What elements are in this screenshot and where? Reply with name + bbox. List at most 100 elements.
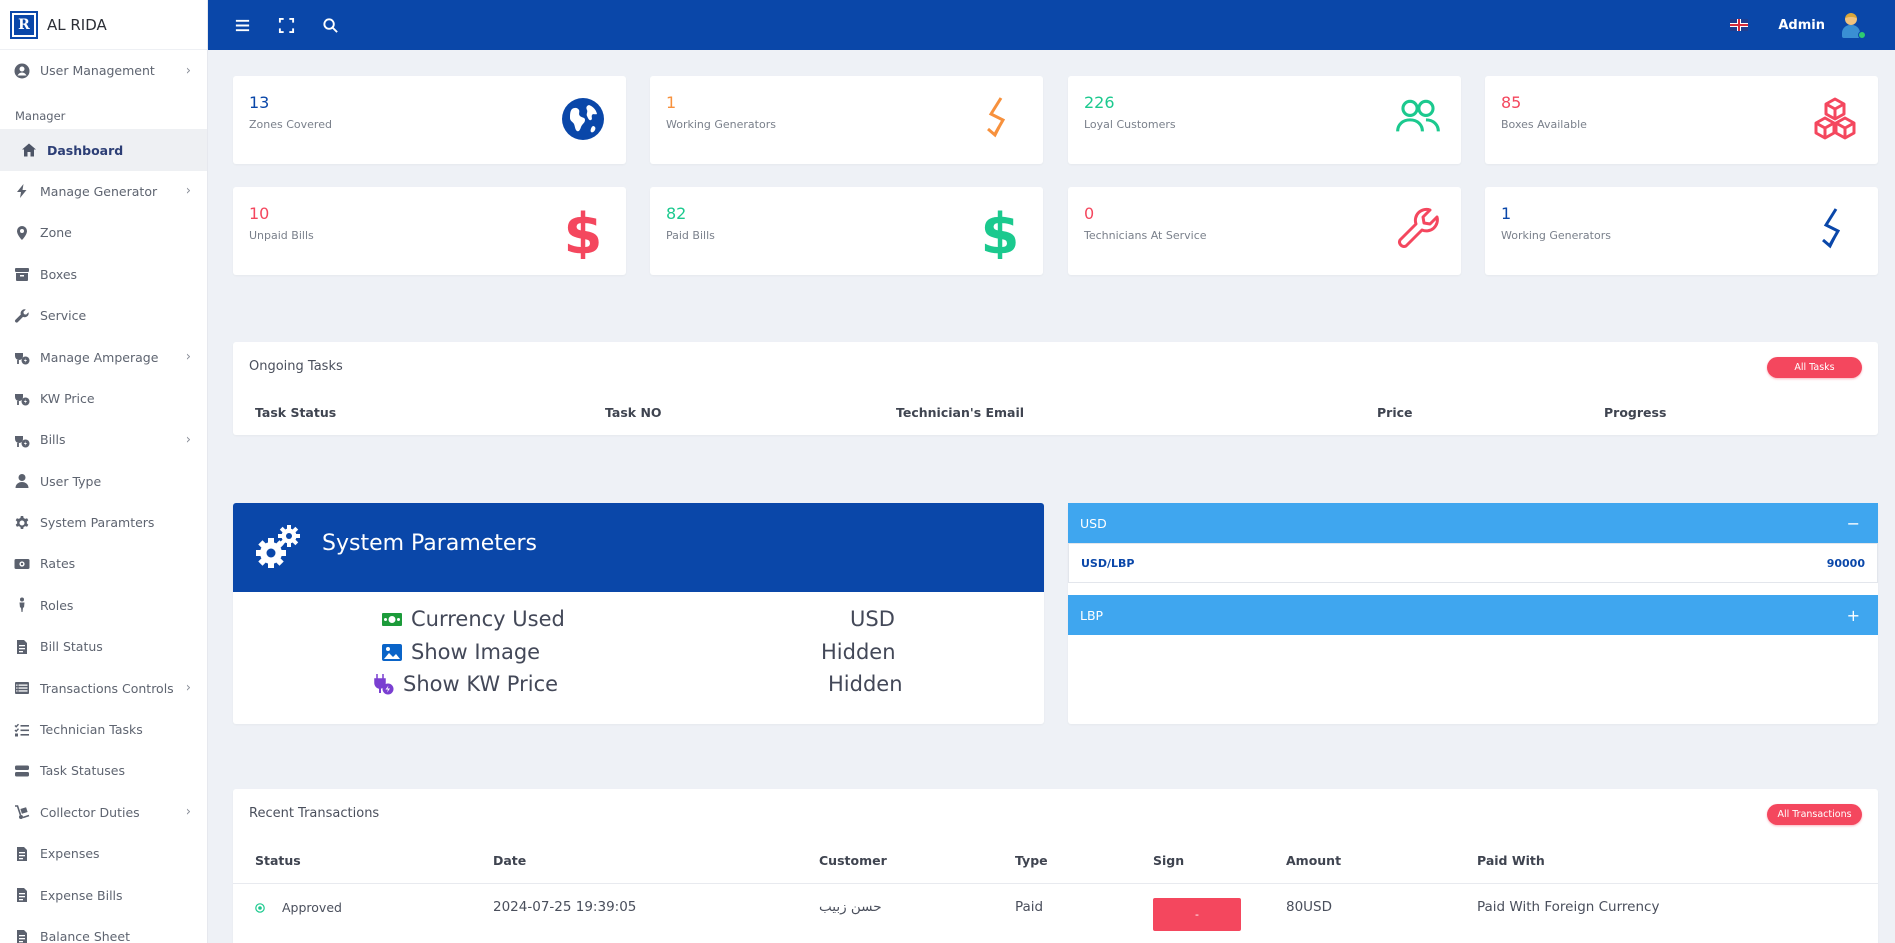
sidebar-item-technician-tasks[interactable]: Technician Tasks xyxy=(0,709,207,750)
param-row-currency: Currency Used xyxy=(381,607,565,631)
stat-card[interactable]: 1 Working Generators xyxy=(650,76,1043,164)
sidebar-item-boxes[interactable]: Boxes xyxy=(0,254,207,295)
stat-label: Working Generators xyxy=(1501,229,1611,242)
invoice-icon xyxy=(13,638,31,656)
column-header[interactable]: Status xyxy=(255,853,301,868)
column-header[interactable]: Customer xyxy=(819,853,887,868)
stat-value: 13 xyxy=(249,93,270,112)
sidebar-item-collector-duties[interactable]: Collector Duties › xyxy=(0,792,207,833)
brand-name: AL RIDA xyxy=(47,15,107,34)
stat-card[interactable]: 10 Unpaid Bills $ xyxy=(233,187,626,275)
column-header[interactable]: Type xyxy=(1015,853,1048,868)
stat-value: 0 xyxy=(1084,204,1095,223)
column-header[interactable]: Sign xyxy=(1153,853,1185,868)
fullscreen-icon[interactable] xyxy=(276,15,296,35)
users-icon xyxy=(1395,96,1441,142)
ongoing-tasks-title: Ongoing Tasks xyxy=(249,359,343,374)
column-header[interactable]: Task NO xyxy=(605,405,662,420)
dollar-icon: $ xyxy=(560,202,606,267)
ongoing-tasks-panel: Ongoing Tasks All Tasks Task Status Task… xyxy=(233,342,1878,435)
column-header[interactable]: Amount xyxy=(1286,853,1342,868)
sidebar-item-label: KW Price xyxy=(40,390,95,406)
sidebar-item-zone[interactable]: Zone xyxy=(0,212,207,253)
sign-badge: - xyxy=(1153,898,1241,931)
svg-text:$: $ xyxy=(981,207,1020,259)
usd-accordion-header[interactable]: USD − xyxy=(1068,503,1878,543)
stat-label: Working Generators xyxy=(666,118,776,131)
chevron-right-icon: › xyxy=(185,432,191,448)
sidebar-item-expense-bills[interactable]: Expense Bills xyxy=(0,874,207,915)
svg-text:$: $ xyxy=(564,207,603,259)
column-header[interactable]: Paid With xyxy=(1477,853,1545,868)
column-header[interactable]: Price xyxy=(1377,405,1413,420)
stat-card[interactable]: 0 Technicians At Service xyxy=(1068,187,1461,275)
sidebar-item-roles[interactable]: Roles xyxy=(0,585,207,626)
collapse-icon[interactable]: − xyxy=(1846,513,1860,533)
user-icon xyxy=(13,472,31,490)
column-header[interactable]: Date xyxy=(493,853,527,868)
image-icon xyxy=(382,644,402,661)
globe-icon xyxy=(560,96,606,142)
sidebar-item-balance-sheet[interactable]: Balance Sheet xyxy=(0,916,207,943)
all-tasks-button[interactable]: All Tasks xyxy=(1767,357,1862,378)
generator-bolt-icon xyxy=(977,96,1023,142)
money-icon xyxy=(13,555,31,573)
rate-value: 90000 xyxy=(1826,556,1865,570)
plug-icon xyxy=(13,431,31,449)
sidebar-item-label: Transactions Controls xyxy=(40,680,174,696)
brand[interactable]: R AL RIDA xyxy=(0,0,207,50)
person-icon xyxy=(13,596,31,614)
sidebar: R AL RIDA User Management › Manager Dash… xyxy=(0,0,208,943)
all-transactions-button[interactable]: All Transactions xyxy=(1767,804,1862,825)
stat-label: Zones Covered xyxy=(249,118,332,131)
plug-bolt-icon xyxy=(374,674,394,695)
map-pin-icon xyxy=(13,224,31,242)
sidebar-item-label: Collector Duties xyxy=(40,804,140,820)
stat-card[interactable]: 226 Loyal Customers xyxy=(1068,76,1461,164)
expand-icon[interactable]: + xyxy=(1846,605,1860,625)
sidebar-item-dashboard[interactable]: Dashboard xyxy=(0,129,207,171)
stat-card[interactable]: 82 Paid Bills $ xyxy=(650,187,1043,275)
sidebar-item-label: Dashboard xyxy=(47,142,124,158)
search-icon[interactable] xyxy=(320,15,340,35)
menu-icon[interactable] xyxy=(232,15,252,35)
avatar[interactable] xyxy=(1839,11,1866,39)
column-header[interactable]: Technician's Email xyxy=(896,405,1025,420)
sidebar-item-bill-status[interactable]: Bill Status xyxy=(0,626,207,667)
sidebar-item-bills[interactable]: Bills › xyxy=(0,419,207,460)
wrench-icon xyxy=(13,307,31,325)
sidebar-item-user-type[interactable]: User Type xyxy=(0,461,207,502)
sidebar-item-task-statuses[interactable]: Task Statuses xyxy=(0,750,207,791)
stat-label: Boxes Available xyxy=(1501,118,1587,131)
sidebar-item-manage-amperage[interactable]: Manage Amperage › xyxy=(0,336,207,377)
sidebar-item-rates[interactable]: Rates xyxy=(0,543,207,584)
sidebar-item-service[interactable]: Service xyxy=(0,295,207,336)
sidebar-item-label: Service xyxy=(40,308,87,324)
status-approved-icon xyxy=(255,903,265,913)
type-cell: Paid xyxy=(1015,899,1044,915)
sidebar-item-label: Expense Bills xyxy=(40,887,123,903)
sidebar-item-transactions-controls[interactable]: Transactions Controls › xyxy=(0,667,207,708)
sidebar-item-manage-generator[interactable]: Manage Generator › xyxy=(0,171,207,212)
sidebar-item-user-management[interactable]: User Management › xyxy=(0,50,207,91)
sidebar-item-expenses[interactable]: Expenses xyxy=(0,833,207,874)
sidebar-item-label: Roles xyxy=(40,597,74,613)
admin-name[interactable]: Admin xyxy=(1778,17,1825,33)
param-value: Hidden xyxy=(828,672,903,696)
column-header[interactable]: Task Status xyxy=(255,405,337,420)
stat-card[interactable]: 13 Zones Covered xyxy=(233,76,626,164)
param-row-image: Show Image xyxy=(381,640,540,664)
lbp-accordion-header[interactable]: LBP + xyxy=(1068,595,1878,635)
sidebar-item-label: Bill Status xyxy=(40,639,103,655)
user-circle-icon xyxy=(13,62,31,80)
sidebar-item-system-paramters[interactable]: System Paramters xyxy=(0,502,207,543)
dollar-icon: $ xyxy=(977,202,1023,267)
column-header[interactable]: Progress xyxy=(1604,405,1667,420)
stat-value: 82 xyxy=(666,204,687,223)
language-flag-icon[interactable] xyxy=(1730,19,1749,31)
stat-card[interactable]: 1 Working Generators xyxy=(1485,187,1878,275)
sidebar-item-kw-price[interactable]: KW Price xyxy=(0,378,207,419)
param-label: Currency Used xyxy=(411,607,565,631)
stat-card[interactable]: 85 Boxes Available xyxy=(1485,76,1878,164)
stat-value: 1 xyxy=(1501,204,1512,223)
